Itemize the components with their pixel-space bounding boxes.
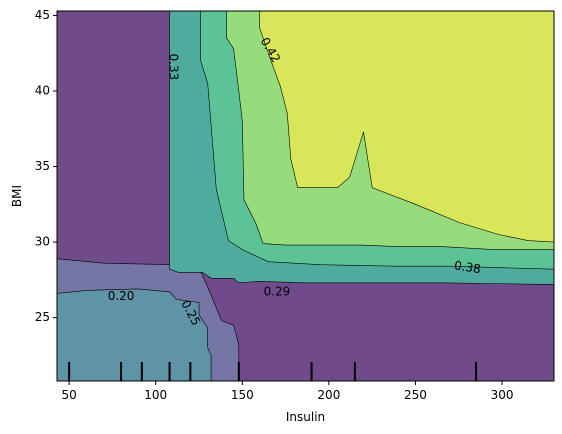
plot-frame [56, 10, 555, 382]
x-tick-label: 100 [144, 388, 167, 402]
contour-label: 0.38 [453, 258, 482, 276]
x-tick-label: 300 [491, 388, 514, 402]
contour-label: 0.33 [167, 54, 181, 81]
contour-label: 0.20 [108, 289, 135, 303]
contour-regions [57, 11, 554, 381]
y-tick-label: 25 [35, 310, 50, 324]
contour-label: 0.29 [264, 284, 291, 298]
contour-region-level-7 [259, 11, 554, 243]
y-tick-label: 40 [35, 84, 50, 98]
y-axis-label: BMI [10, 185, 24, 207]
y-tick-label: 45 [35, 8, 50, 22]
rug-marks [68, 362, 478, 381]
x-tick-label: 200 [317, 388, 340, 402]
x-tick-label: 150 [231, 388, 254, 402]
x-tick-label: 250 [404, 388, 427, 402]
y-tick-label: 35 [35, 159, 50, 173]
x-axis: 50 100 150 200 250 300 [61, 381, 514, 402]
y-axis: 25 30 35 40 45 [35, 8, 57, 324]
x-tick-label: 50 [61, 388, 76, 402]
y-tick-label: 30 [35, 235, 50, 249]
x-axis-label: Insulin [286, 410, 325, 424]
contour-region-level-3 [57, 288, 212, 381]
